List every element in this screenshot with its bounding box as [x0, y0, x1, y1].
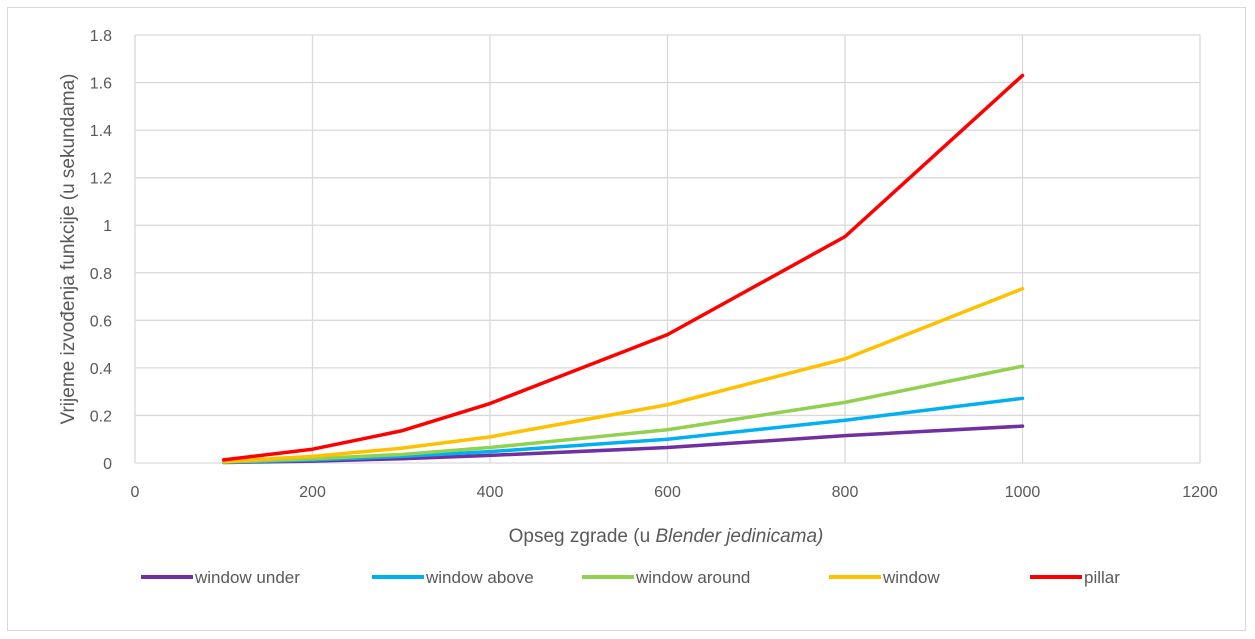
- series-line-window-around: [222, 364, 1025, 464]
- series-lines: [222, 73, 1025, 465]
- y-tick-label: 0.2: [90, 408, 112, 425]
- legend-label: window under: [194, 568, 300, 587]
- legend-label: pillar: [1084, 568, 1120, 587]
- y-tick-label: 0: [103, 456, 112, 473]
- legend-label: window: [882, 568, 940, 587]
- x-tick-label: 1000: [1005, 484, 1041, 501]
- series-line-pillar: [222, 73, 1025, 462]
- y-tick-label: 1.8: [90, 28, 112, 45]
- x-axis-title: Opseg zgrade (u Blender jedinicama): [509, 526, 824, 547]
- y-tick-label: 1.4: [90, 123, 112, 140]
- y-tick-label: 0.6: [90, 313, 112, 330]
- x-tick-label: 800: [832, 484, 859, 501]
- legend-item-window-above: window above: [372, 568, 534, 587]
- y-tick-label: 1: [103, 218, 112, 235]
- x-tick-labels: 0 200 400 600 800 1000 1200: [131, 484, 1218, 501]
- y-axis-title: Vrijeme izvođenja funkcije (u sekundama): [58, 74, 79, 425]
- legend-label: window around: [635, 568, 750, 587]
- legend-item-pillar: pillar: [1030, 568, 1120, 587]
- x-axis-title-prefix: Opseg zgrade (u: [509, 526, 656, 547]
- x-tick-label: 200: [299, 484, 326, 501]
- grid-lines: [134, 34, 1201, 464]
- y-tick-label: 0.8: [90, 266, 112, 283]
- x-tick-label: 0: [131, 484, 140, 501]
- x-tick-label: 400: [477, 484, 504, 501]
- legend-item-window: window: [829, 568, 940, 587]
- legend: window under window above window around win…: [141, 568, 1120, 587]
- legend-item-window-under: window under: [141, 568, 300, 587]
- y-tick-label: 0.4: [90, 361, 112, 378]
- legend-item-window-around: window around: [582, 568, 750, 587]
- chart-frame: [7, 7, 1246, 631]
- x-tick-label: 1200: [1182, 484, 1218, 501]
- y-tick-label: 1.6: [90, 76, 112, 93]
- x-tick-label: 600: [654, 484, 681, 501]
- y-tick-label: 1.2: [90, 171, 112, 188]
- x-axis-title-italic: Blender jedinicama): [655, 526, 823, 547]
- series-line-window: [222, 286, 1025, 464]
- legend-label: window above: [425, 568, 534, 587]
- y-tick-labels: 0 0.2 0.4 0.6 0.8 1 1.2 1.4 1.6 1.8: [90, 28, 112, 473]
